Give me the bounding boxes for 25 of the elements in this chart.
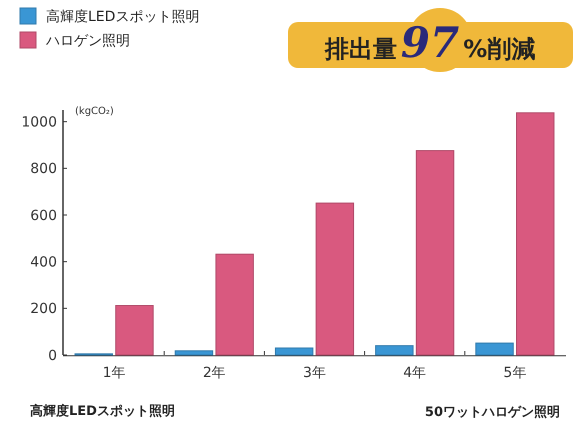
bar [475, 342, 514, 356]
bar [115, 305, 154, 356]
legend-label: ハロゲン照明 [45, 32, 130, 49]
y-axis-title: (kgCO₂) [75, 106, 114, 117]
bar [274, 348, 314, 356]
bar [215, 254, 254, 356]
bar [416, 150, 454, 356]
y-tick-label: 200 [30, 301, 57, 318]
text: 高輝度LEDスポット照明 [30, 403, 175, 419]
y-tick-label: 400 [30, 254, 57, 271]
y-tick-label: 800 [30, 161, 57, 178]
bar [174, 350, 214, 356]
x-tick-label: 3年 [303, 365, 326, 381]
x-tick-label: 4年 [403, 365, 426, 381]
bar [375, 345, 414, 356]
x-tick-label: 5年 [503, 365, 526, 381]
y-tick-label: 600 [30, 208, 57, 224]
y-tick-label: 0 [48, 348, 57, 364]
bar [316, 202, 354, 356]
x-tick-label: 2年 [202, 365, 226, 381]
x-tick-label: 1年 [102, 365, 126, 381]
text: 50ワットハロゲン照明 [424, 405, 560, 420]
legend-label: 高輝度LEDスポット照明 [46, 8, 200, 25]
y-tick-label: 1000 [21, 114, 57, 131]
bar [516, 112, 554, 356]
